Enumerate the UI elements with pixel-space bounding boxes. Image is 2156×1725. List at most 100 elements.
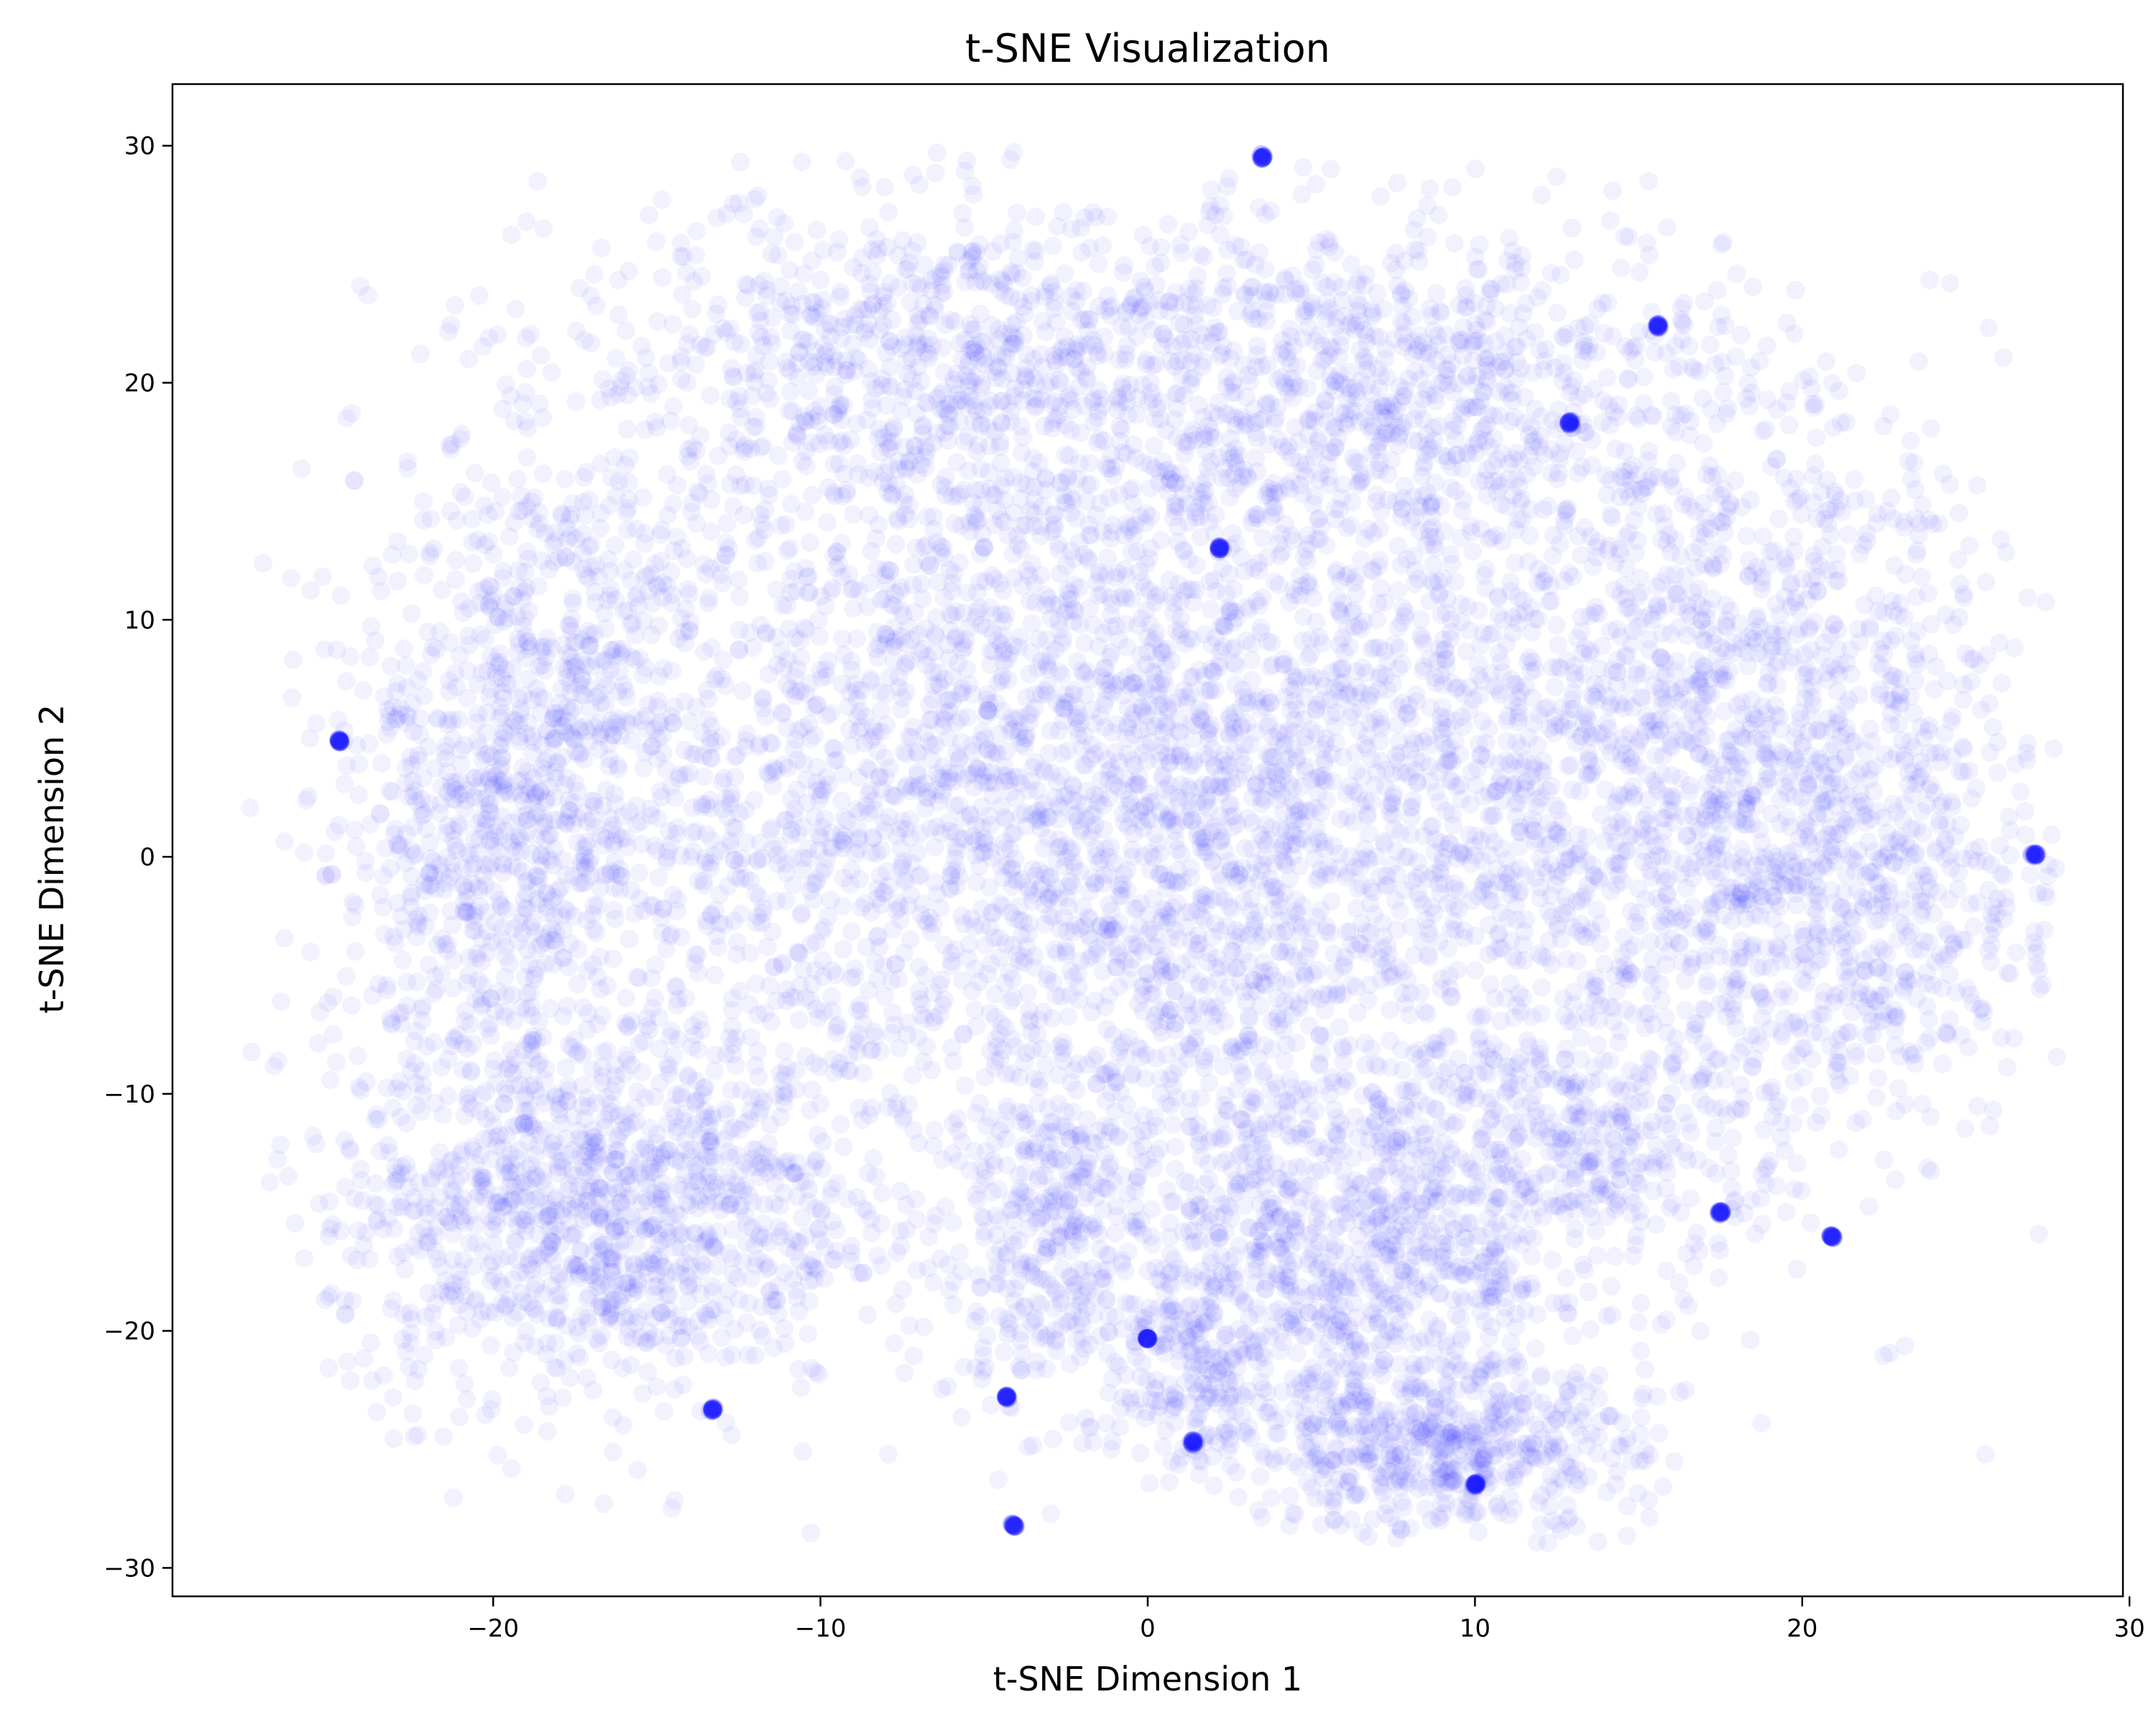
scatter-point [569,745,589,764]
scatter-point [1118,638,1137,657]
scatter-point [1256,815,1275,834]
scatter-point [1276,1035,1296,1054]
scatter-point [1479,944,1498,964]
scatter-point [1032,1039,1051,1058]
scatter-point [869,926,888,945]
scatter-point [1050,620,1069,640]
scatter-point [1657,218,1677,237]
scatter-point [1514,1179,1533,1198]
scatter-point [1330,809,1350,829]
scatter-points [241,142,2066,1552]
scatter-point [1077,662,1097,681]
scatter-point [1449,678,1468,697]
scatter-point [1548,867,1567,886]
scatter-point [1445,234,1464,253]
scatter-point [275,929,294,948]
scatter-point [1460,678,1479,696]
scatter-point [574,468,594,487]
scatter-point [1340,637,1360,656]
scatter-point [838,1061,857,1080]
scatter-point [1141,507,1161,526]
scatter-point [1112,875,1132,894]
scatter-point [1301,1086,1320,1105]
scatter-point [831,410,851,430]
scatter-point [1232,548,1251,567]
scatter-point [1189,661,1209,680]
scatter-point [752,328,771,347]
scatter-point [1238,809,1258,827]
scatter-point [891,1236,911,1256]
scatter-point [1026,207,1045,226]
scatter-point [989,1470,1008,1489]
scatter-point [733,681,752,701]
scatter-point [988,501,1008,520]
scatter-point [1263,966,1282,985]
scatter-point [1206,681,1225,700]
scatter-point [962,909,981,929]
scatter-point [1225,723,1244,742]
scatter-point [1187,556,1207,575]
scatter-point [612,371,631,390]
scatter-point [1261,657,1279,676]
scatter-point [850,995,870,1015]
scatter-point [734,204,753,224]
scatter-point [962,981,982,1000]
scatter-point [972,495,991,515]
scatter-point [1503,608,1522,627]
scatter-point [1177,903,1197,922]
scatter-point [1344,812,1363,832]
scatter-point [970,1094,990,1113]
scatter-point [997,1064,1016,1084]
scatter-point [807,220,826,239]
scatter-point [1012,734,1031,753]
scatter-point [1411,983,1430,1003]
scatter-point [810,627,829,646]
scatter-point [930,975,949,995]
scatter-point [282,688,302,707]
scatter-point [570,720,589,740]
scatter-point [946,940,965,960]
scatter-point [1365,638,1384,658]
scatter-point [792,152,811,172]
scatter-point [999,670,1018,689]
scatter-point [1275,1052,1294,1070]
scatter-point [946,876,966,896]
scatter-point [834,464,854,484]
scatter-point [991,392,1010,410]
scatter-point [1307,612,1326,632]
scatter-point [1397,704,1416,724]
scatter-point [1046,878,1066,898]
scatter-point [1314,770,1333,790]
scatter-point [1370,1230,1390,1250]
scatter-point [746,530,765,550]
scatter-point [1199,944,1218,963]
scatter-point [1430,860,1450,879]
scatter-point [1102,672,1121,691]
scatter-point [1362,639,1381,658]
scatter-point [977,834,997,852]
scatter-point [1110,630,1129,649]
scatter-point [1116,589,1135,608]
scatter-point [1049,838,1068,857]
scatter-point [1084,804,1104,824]
scatter-point [1087,505,1106,525]
scatter-point [750,275,769,295]
scatter-point [627,967,647,987]
scatter-point [1014,953,1033,972]
scatter-point [742,1088,761,1108]
scatter-point [1039,743,1059,763]
scatter-point [292,459,311,478]
scatter-point [932,1379,952,1399]
scatter-point [1451,775,1470,794]
scatter-point [885,637,904,656]
scatter-point [1061,487,1081,506]
scatter-point [833,629,852,648]
scatter-point [823,840,842,859]
scatter-point [1181,949,1200,969]
scatter-point [917,1036,936,1056]
scatter-point [1276,820,1295,840]
scatter-point [1139,548,1158,568]
scatter-point [1434,1242,1453,1261]
scatter-point [1319,857,1338,876]
scatter-point [946,713,966,732]
